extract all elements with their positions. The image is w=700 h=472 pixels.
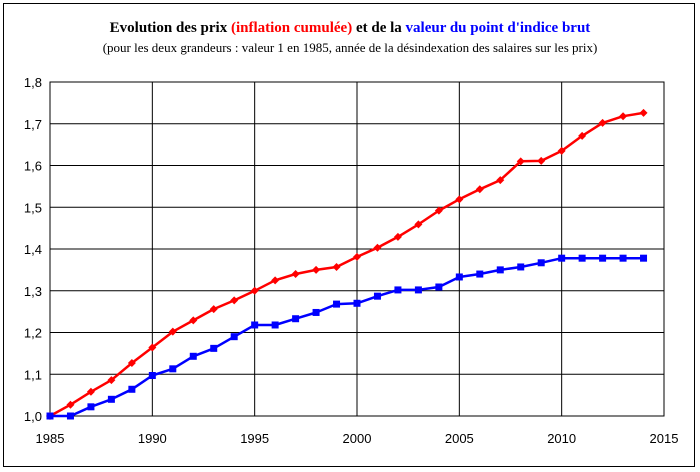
series-1-point <box>639 108 648 117</box>
y-tick-label: 1,0 <box>24 409 42 424</box>
series-2-point <box>148 372 156 380</box>
series-2-point <box>476 270 484 278</box>
series-1-point <box>557 146 566 155</box>
series-2-point <box>435 283 443 291</box>
title-part-index: valeur du point d'indice brut <box>405 20 591 36</box>
y-tick-label: 1,6 <box>24 159 42 174</box>
series-1-point <box>598 118 607 127</box>
series-2-point <box>333 300 341 308</box>
series-1-point <box>578 131 587 140</box>
y-tick-label: 1,2 <box>24 326 42 341</box>
series-2-point <box>66 412 74 420</box>
series-1-point <box>107 376 116 385</box>
series-1-point <box>332 262 341 271</box>
series-1-point <box>619 112 628 121</box>
series-2-point <box>353 299 361 307</box>
plot-area-border <box>49 81 665 417</box>
series-line-1 <box>49 111 644 418</box>
series-1-point <box>537 156 546 165</box>
series-1-point <box>250 286 259 295</box>
x-tick-label: 2015 <box>650 431 679 446</box>
series-2-point <box>46 412 54 420</box>
y-tick-label: 1,5 <box>24 200 42 215</box>
series-2-point <box>558 254 566 262</box>
series-2-point <box>414 286 422 294</box>
series-2-point <box>271 321 279 329</box>
series-2-point <box>578 254 586 262</box>
series-2-point <box>455 273 463 281</box>
x-tick-label: 2005 <box>445 431 474 446</box>
x-tick-label: 1985 <box>36 431 65 446</box>
series-2-point <box>517 263 525 271</box>
series-1-point <box>393 232 402 241</box>
series-1-point <box>516 157 525 166</box>
series-2-point <box>169 365 177 373</box>
series-1-point <box>127 358 136 367</box>
series-line-2 <box>50 256 644 418</box>
series-1-point <box>291 270 300 279</box>
series-2-point <box>230 333 238 341</box>
series-1-point <box>209 305 218 314</box>
x-tick-label: 1995 <box>240 431 269 446</box>
title-part-3: et de la <box>352 20 406 36</box>
series-2-point <box>640 254 648 262</box>
series-1-point <box>475 185 484 194</box>
series-2-point <box>496 266 504 274</box>
series-1-point <box>168 327 177 336</box>
series-2-point <box>292 315 300 323</box>
x-tick-label: 2010 <box>547 431 576 446</box>
series-2-point <box>619 254 627 262</box>
series-1-point <box>271 276 280 285</box>
series-1-point <box>312 265 321 274</box>
series-1-point <box>414 220 423 229</box>
series-2-point <box>394 286 402 294</box>
chart-frame <box>3 3 695 467</box>
y-tick-label: 1,8 <box>24 75 42 90</box>
series-1-point <box>66 400 75 409</box>
y-tick-label: 1,1 <box>24 367 42 382</box>
x-tick-label: 2000 <box>343 431 372 446</box>
series-2-point <box>128 385 136 393</box>
series-1-point <box>455 195 464 204</box>
series-2-point <box>87 403 95 411</box>
series-1-point <box>353 252 361 261</box>
series-2-point <box>537 259 545 267</box>
series-2-point <box>373 292 381 300</box>
series-1-point <box>373 243 382 252</box>
series-1-point <box>86 387 95 396</box>
series-2-point <box>312 308 320 316</box>
series-1-point <box>496 176 505 185</box>
series-2-point <box>189 352 197 360</box>
series-2-point <box>107 395 115 403</box>
y-tick-label: 1,4 <box>24 242 42 257</box>
series-1-point <box>148 343 157 352</box>
chart-subtitle: (pour les deux grandeurs : valeur 1 en 1… <box>102 40 598 55</box>
y-tick-label: 1,7 <box>24 117 42 132</box>
title-part-1: Evolution des prix <box>109 20 231 36</box>
series-1-point <box>434 206 443 215</box>
chart-title: Evolution des prix (inflation cumulée) e… <box>0 20 700 37</box>
series-2-point <box>251 321 259 329</box>
x-tick-label: 1990 <box>138 431 167 446</box>
y-tick-label: 1,3 <box>24 284 42 299</box>
title-part-inflation: (inflation cumulée) <box>230 20 353 36</box>
series-1-point <box>189 316 198 325</box>
series-2-point <box>599 254 607 262</box>
series-2-point <box>210 344 218 352</box>
series-1-point <box>230 296 239 305</box>
